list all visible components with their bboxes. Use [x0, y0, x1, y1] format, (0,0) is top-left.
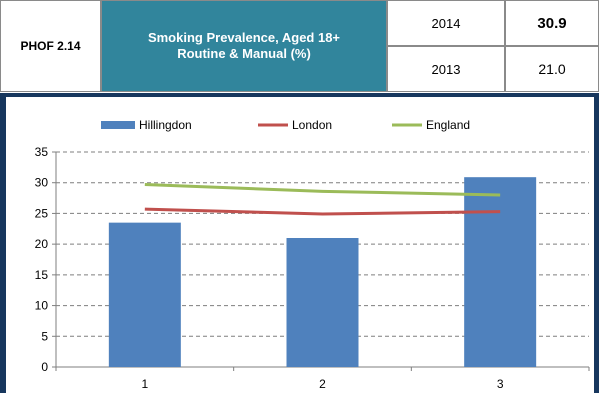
year-2013: 2013: [387, 46, 505, 92]
indicator-title-line2: Routine & Manual (%): [177, 46, 311, 61]
y-tick-label: 30: [35, 176, 49, 190]
y-tick-label: 10: [35, 299, 49, 313]
indicator-code: PHOF 2.14: [0, 0, 101, 92]
y-tick-label: 25: [35, 206, 49, 220]
value-2013: 21.0: [505, 46, 599, 92]
x-tick-label: 3: [497, 377, 504, 391]
value-2014: 30.9: [505, 0, 599, 46]
y-tick-label: 35: [35, 145, 49, 159]
bar-hillingdon: [108, 222, 181, 367]
chart-area: 0 5 10 15 20 25 30 35 1 2 3 Hillingdon London England: [6, 97, 594, 393]
line-london: [144, 207, 501, 216]
y-tick-label: 15: [35, 268, 49, 282]
legend-swatch-hillingdon: [101, 121, 135, 129]
y-tick-label: 20: [35, 237, 49, 251]
legend-label-london: London: [292, 118, 332, 132]
legend-label-hillingdon: Hillingdon: [139, 118, 192, 132]
indicator-header: PHOF 2.14 Smoking Prevalence, Aged 18+ R…: [0, 0, 599, 92]
indicator-title-line1: Smoking Prevalence, Aged 18+: [147, 30, 341, 45]
combo-chart: 0 5 10 15 20 25 30 35 1 2 3 Hillingdon London England: [35, 118, 590, 391]
year-2014: 2014: [387, 0, 505, 46]
chart-frame: 0 5 10 15 20 25 30 35 1 2 3 Hillingdon London England: [0, 93, 599, 393]
y-tick-label: 5: [41, 329, 48, 343]
x-tick-label: 2: [319, 377, 326, 391]
y-tick-label: 0: [41, 360, 48, 374]
x-tick-label: 1: [141, 377, 148, 391]
legend-label-england: England: [426, 118, 470, 132]
bar-hillingdon: [464, 177, 537, 367]
bar-hillingdon: [286, 238, 359, 367]
line-england: [144, 183, 501, 197]
indicator-title: Smoking Prevalence, Aged 18+ Routine & M…: [101, 0, 387, 92]
